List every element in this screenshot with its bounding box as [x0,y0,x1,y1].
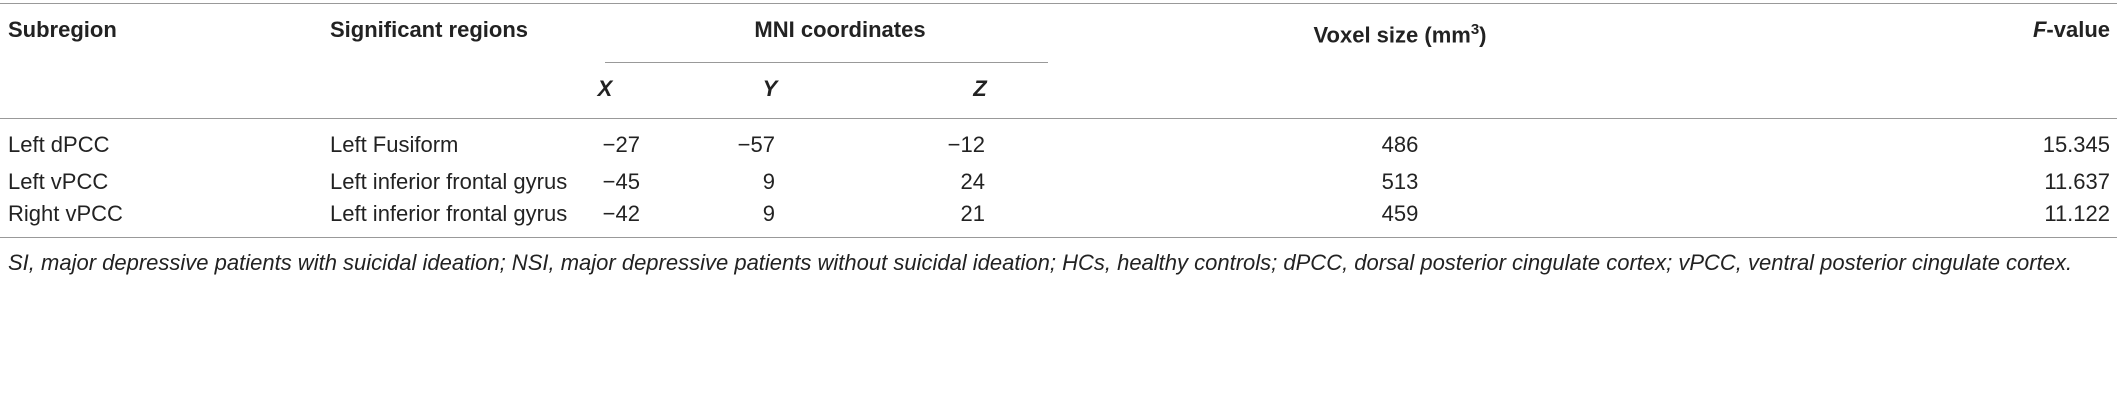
table-cell: 24 [960,169,985,194]
table-cell: 11.637 [2044,169,2110,194]
bottom-rule [0,237,2117,238]
header-text: F [2032,17,2047,42]
header-cell: F-value [2033,15,2110,45]
header-cell: Z [973,76,987,101]
table-cell: Left inferior frontal gyrus [330,169,568,194]
table-cell: Left Fusiform [330,132,459,157]
header-text: -value [2046,17,2110,42]
table-cell: Left inferior frontal gyrus [330,201,568,226]
table-cell: −12 [947,132,985,157]
header-cell: Significant regions [330,17,529,42]
table-cell: −57 [737,132,775,157]
table-cell: −42 [602,201,640,226]
footnote: SI, major depressive patients with suici… [8,250,2073,275]
table-cell: −45 [602,169,640,194]
table-cell: 21 [960,201,985,226]
table-cell: Left vPCC [8,169,109,194]
top-rule [0,3,2117,4]
superscript: 3 [1470,21,1480,38]
table-cell: Right vPCC [8,201,123,226]
table-cell: Left dPCC [8,132,110,157]
header-cell: Y [762,76,778,101]
header-text: Voxel size (mm [1313,22,1471,48]
header-cell: X [597,76,613,101]
table-cell: 15.345 [2042,132,2110,157]
table-cell: 513 [1381,169,1419,194]
table-cell: 11.122 [2044,201,2110,226]
table-cell: 9 [762,169,775,194]
header-cell: Subregion [8,17,117,42]
header-cell: MNI coordinates [754,17,926,42]
header-cell: Voxel size (mm3) [1200,15,1600,50]
header-rule [0,118,2117,119]
table-cell: 486 [1381,132,1419,157]
header-text: ) [1479,22,1487,48]
table-cell: 459 [1381,201,1419,226]
table-cell: 9 [762,201,775,226]
table-cell: −27 [602,132,640,157]
group-rule [605,62,1048,63]
